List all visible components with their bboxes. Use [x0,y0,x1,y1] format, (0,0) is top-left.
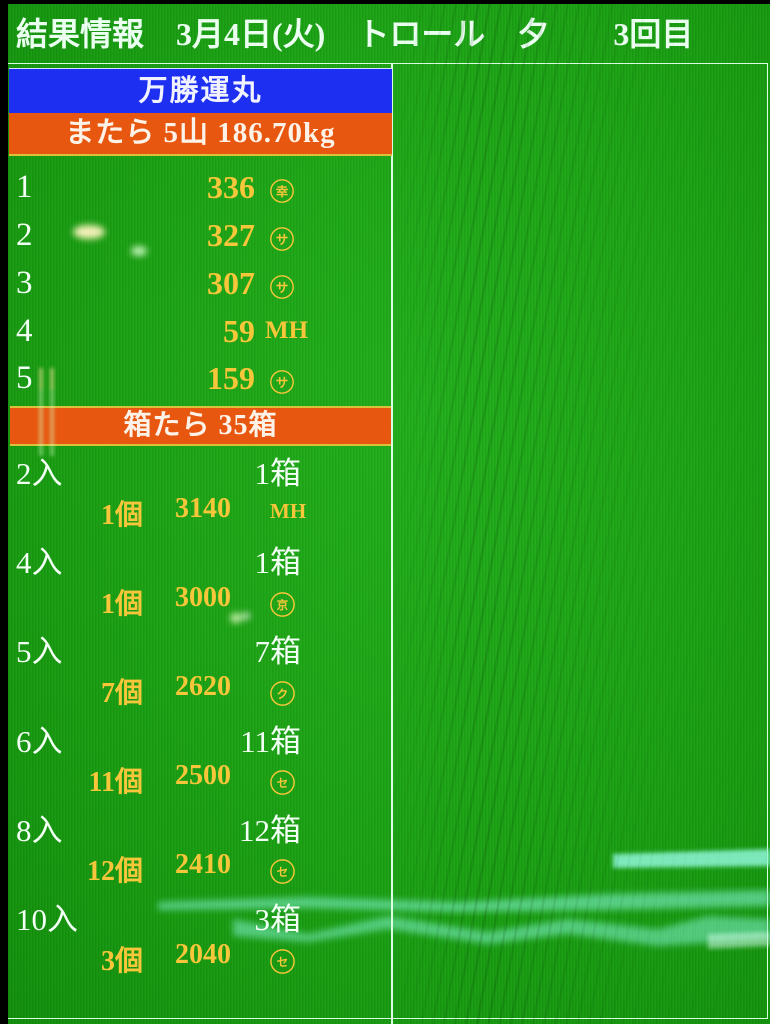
svg-text:幸: 幸 [276,184,289,199]
svg-text:京: 京 [277,598,289,612]
svg-text:セ: セ [277,866,289,879]
svg-text:セ: セ [277,777,289,790]
svg-text:ク: ク [277,688,289,701]
svg-text:セ: セ [277,956,289,969]
svg-text:サ: サ [276,281,289,295]
svg-text:サ: サ [276,376,289,390]
svg-text:サ: サ [276,233,289,247]
